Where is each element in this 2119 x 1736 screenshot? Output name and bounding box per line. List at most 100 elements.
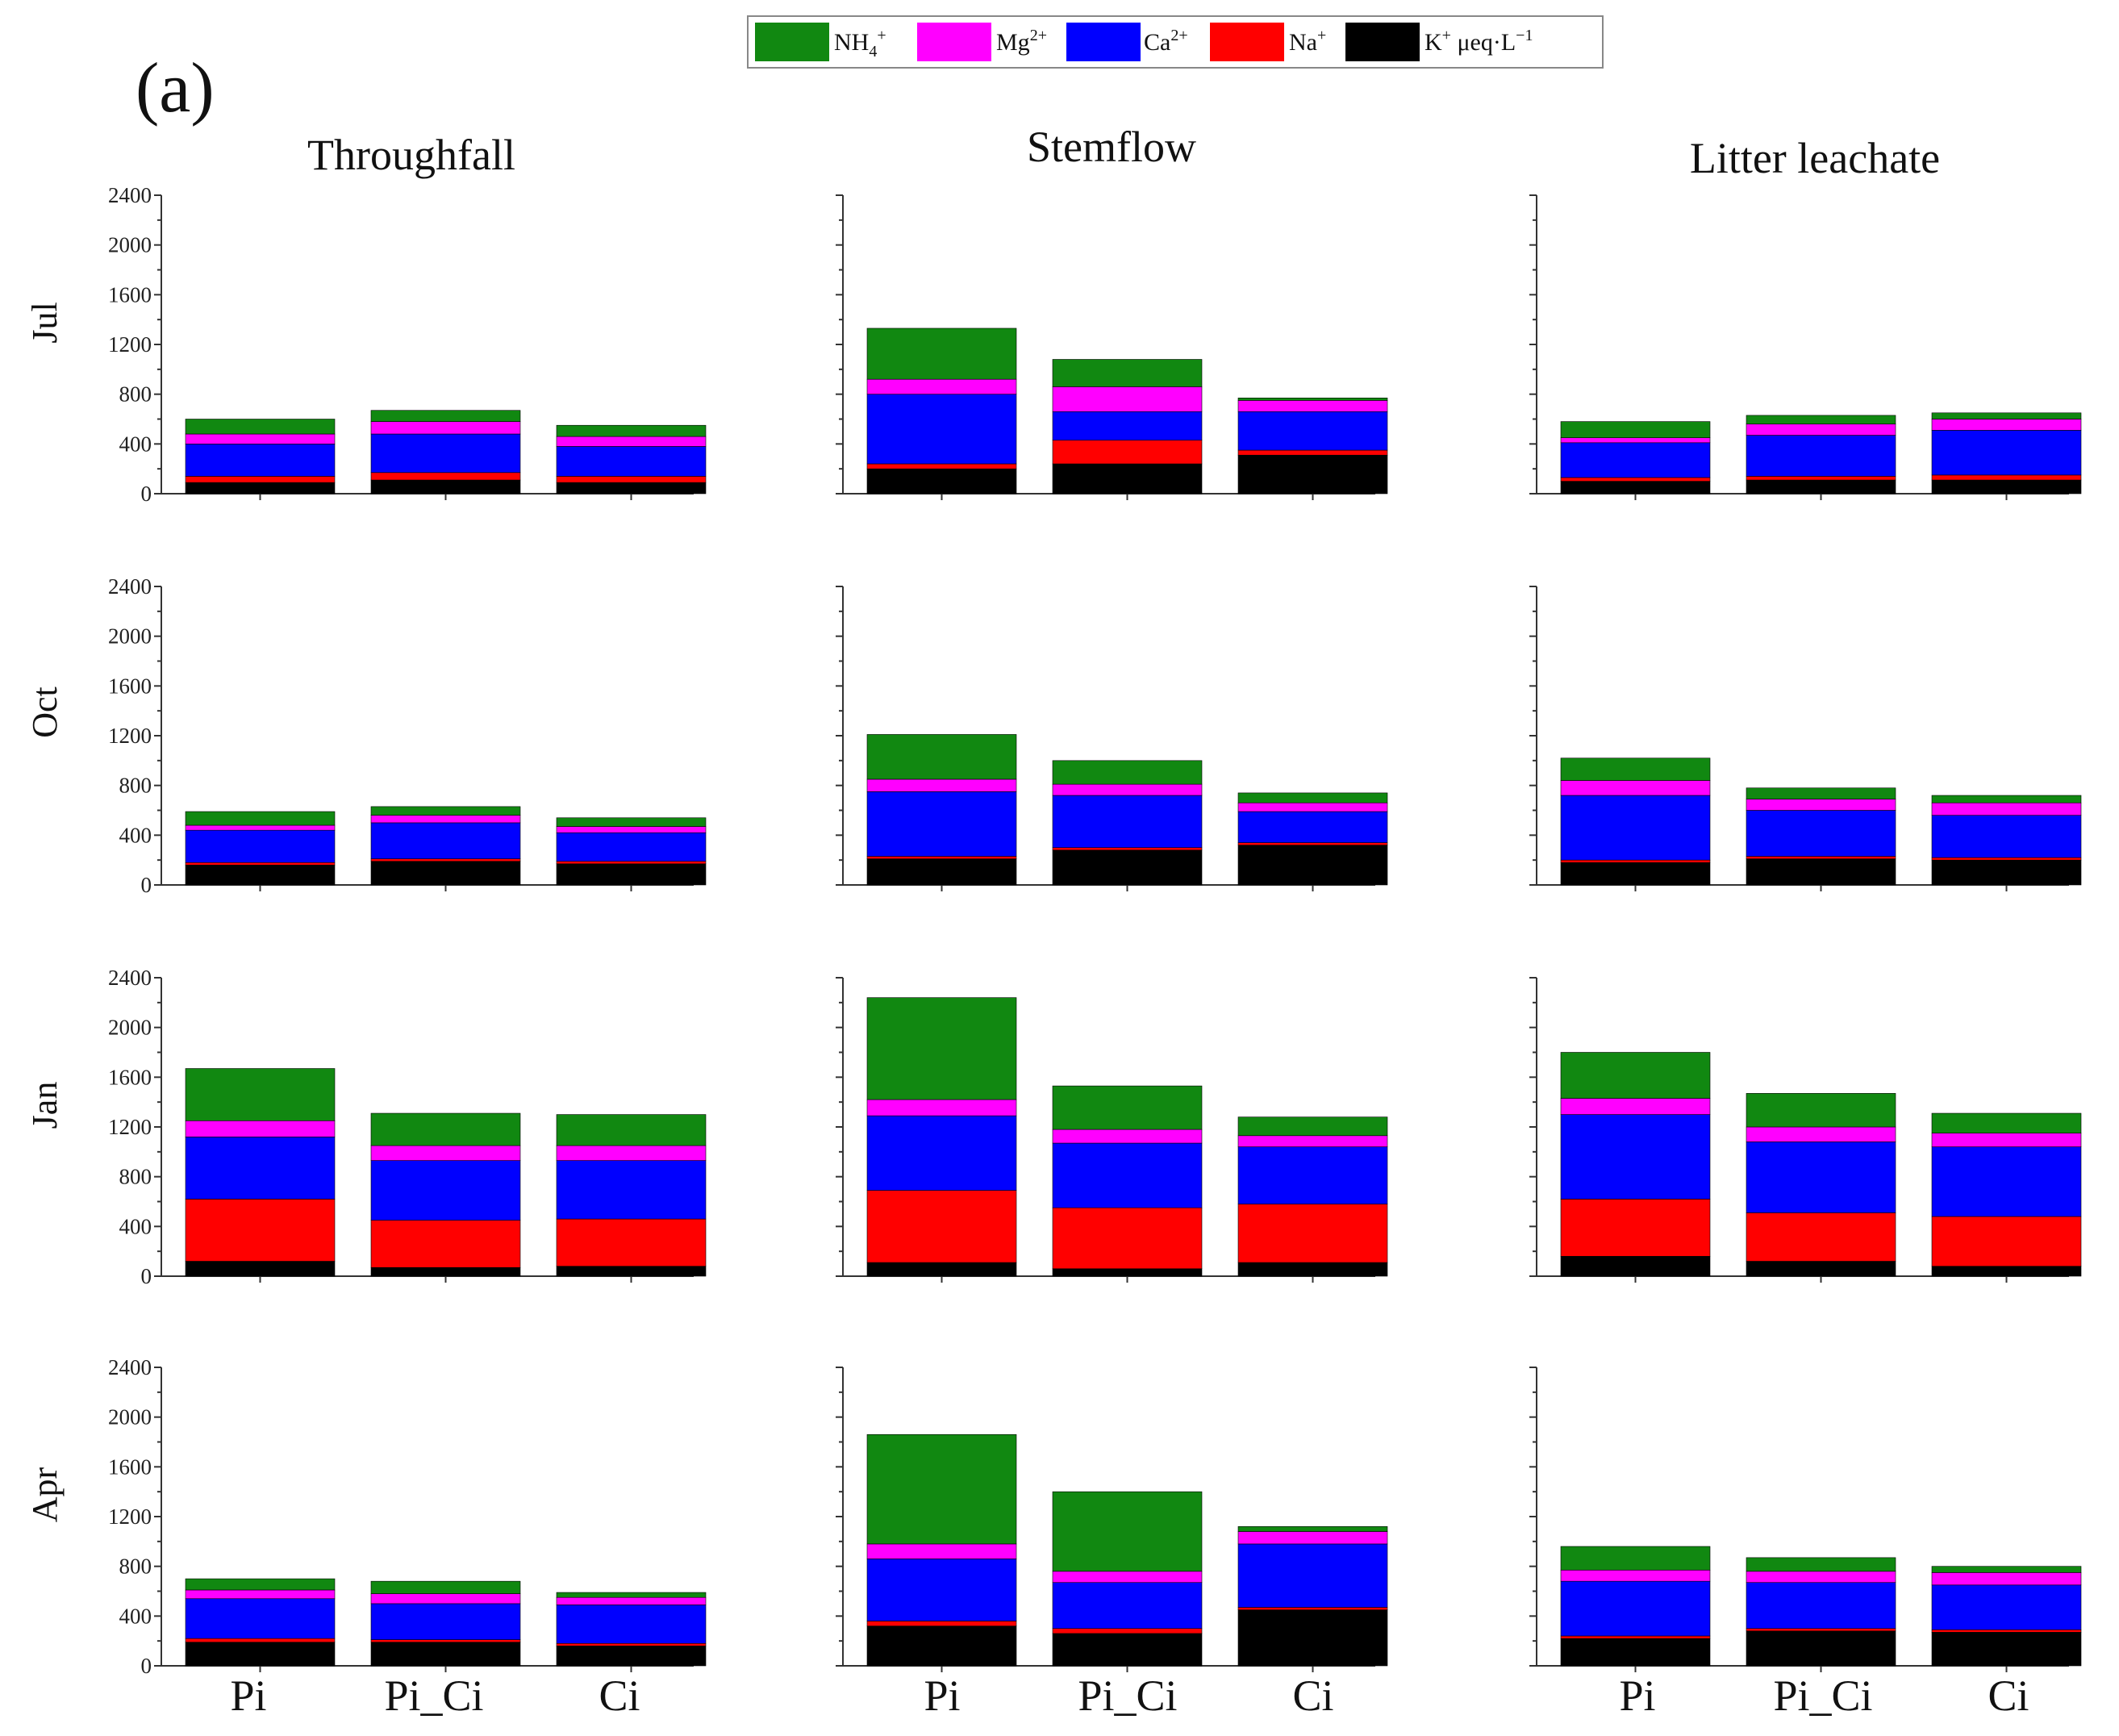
bar-ci <box>1237 1526 1388 1667</box>
bar-ci <box>1237 792 1388 886</box>
bar-segment-na <box>1560 477 1711 482</box>
bar-segment-k <box>1931 479 2082 495</box>
bar-segment-nh4 <box>1237 1526 1388 1532</box>
bar-segment-nh4 <box>1931 1566 2082 1573</box>
y-tick-label: 2000 <box>108 1016 152 1040</box>
y-tick-label: 1600 <box>108 674 152 698</box>
bar-segment-mg <box>1931 802 2082 816</box>
category-label: Pi <box>924 1671 960 1720</box>
legend-swatch-na <box>1210 23 1284 61</box>
row-label-jan: Jan <box>25 1082 65 1129</box>
bar-segment-nh4 <box>370 806 521 816</box>
panel-jul-stemflow <box>836 194 1388 500</box>
panel-label: (a) <box>136 49 215 127</box>
bar-segment-nh4 <box>556 817 707 827</box>
bar-segment-na <box>185 862 336 866</box>
bar-segment-mg <box>1746 799 1896 811</box>
bar-pi <box>1560 1052 1711 1277</box>
bar-segment-mg <box>556 1145 707 1161</box>
bar-segment-ca <box>1052 795 1203 849</box>
bar-segment-mg <box>1931 419 2082 431</box>
bar-pi-ci <box>370 1580 521 1667</box>
bar-segment-nh4 <box>1931 1112 2082 1134</box>
bar-pi-ci <box>1052 359 1203 495</box>
bar-segment-ca <box>866 394 1017 465</box>
bar-segment-na <box>866 856 1017 859</box>
bar-pi <box>185 811 336 886</box>
bar-segment-ca <box>370 822 521 859</box>
bar-segment-mg <box>1746 1126 1896 1142</box>
column-title-throughfall: Throughfall <box>307 131 515 179</box>
bar-pi <box>866 1433 1017 1667</box>
bar-pi <box>185 419 336 495</box>
bar-segment-na <box>1931 474 2082 481</box>
bar-ci <box>1931 795 2082 886</box>
y-tick-label: 1200 <box>108 1504 152 1529</box>
panel-jan-stemflow <box>836 977 1388 1283</box>
panel-jul-litter-leachate <box>1529 194 2082 500</box>
bar-segment-ca <box>556 446 707 477</box>
y-tick-label: 800 <box>119 382 152 407</box>
bar-segment-nh4 <box>866 734 1017 780</box>
bar-segment-k <box>1560 1638 1711 1667</box>
row-label-apr: Apr <box>25 1467 65 1522</box>
bar-segment-na <box>1746 476 1896 481</box>
bar-segment-mg <box>1052 783 1203 796</box>
bar-segment-mg <box>1746 1571 1896 1584</box>
bar-segment-k <box>556 1266 707 1277</box>
bar-ci <box>556 1114 707 1277</box>
bar-segment-nh4 <box>1931 795 2082 803</box>
bar-segment-k <box>370 861 521 886</box>
bar-segment-na <box>1237 1607 1388 1610</box>
bar-segment-ca <box>1052 1582 1203 1630</box>
bar-segment-nh4 <box>1560 421 1711 438</box>
bar-segment-k <box>1560 862 1711 886</box>
bar-segment-ca <box>1931 1146 2082 1217</box>
bar-segment-nh4 <box>1052 1491 1203 1572</box>
bar-segment-k <box>1052 849 1203 886</box>
bar-segment-ca <box>370 433 521 474</box>
bar-pi <box>1560 1546 1711 1667</box>
bar-segment-k <box>1931 859 2082 886</box>
bar-segment-mg <box>185 1120 336 1137</box>
bar-segment-k <box>1237 1609 1388 1667</box>
bar-segment-k <box>185 1642 336 1667</box>
y-tick-label: 400 <box>119 1604 152 1628</box>
bar-segment-nh4 <box>1746 415 1896 424</box>
bar-segment-na <box>1560 859 1711 863</box>
bar-segment-na <box>185 1199 336 1262</box>
bar-segment-na <box>1560 1635 1711 1639</box>
bar-segment-nh4 <box>1746 1093 1896 1128</box>
panel-jan-litter-leachate <box>1529 977 2082 1283</box>
y-tick-label: 400 <box>119 1214 152 1238</box>
bar-pi-ci <box>370 410 521 495</box>
bar-segment-k <box>1237 454 1388 495</box>
bar-segment-k <box>370 1267 521 1277</box>
bar-segment-k <box>185 1261 336 1277</box>
bar-ci <box>1931 412 2082 495</box>
legend-swatch-ca <box>1066 23 1141 61</box>
legend-swatch-mg <box>917 23 991 61</box>
bar-segment-na <box>1052 1207 1203 1270</box>
bar-segment-na <box>1931 857 2082 861</box>
bar-segment-k <box>1052 463 1203 495</box>
bar-segment-mg <box>370 421 521 435</box>
bar-segment-mg <box>185 1589 336 1600</box>
bar-segment-nh4 <box>185 1068 336 1121</box>
y-tick-label: 800 <box>119 1165 152 1189</box>
bar-segment-ca <box>1746 810 1896 857</box>
bar-segment-ca <box>1237 1543 1388 1608</box>
bar-segment-mg <box>370 1145 521 1161</box>
bar-segment-ca <box>1237 811 1388 843</box>
bar-segment-na <box>866 463 1017 469</box>
category-label: Ci <box>599 1671 640 1720</box>
row-label-jul: Jul <box>25 302 65 343</box>
bar-segment-k <box>1746 858 1896 886</box>
bar-segment-na <box>370 1639 521 1643</box>
bar-segment-ca <box>370 1160 521 1221</box>
bar-pi-ci <box>1052 1491 1203 1667</box>
bar-segment-na <box>1052 1628 1203 1634</box>
bar-segment-mg <box>556 1596 707 1605</box>
bar-segment-nh4 <box>1237 397 1388 401</box>
bar-ci <box>556 817 707 886</box>
